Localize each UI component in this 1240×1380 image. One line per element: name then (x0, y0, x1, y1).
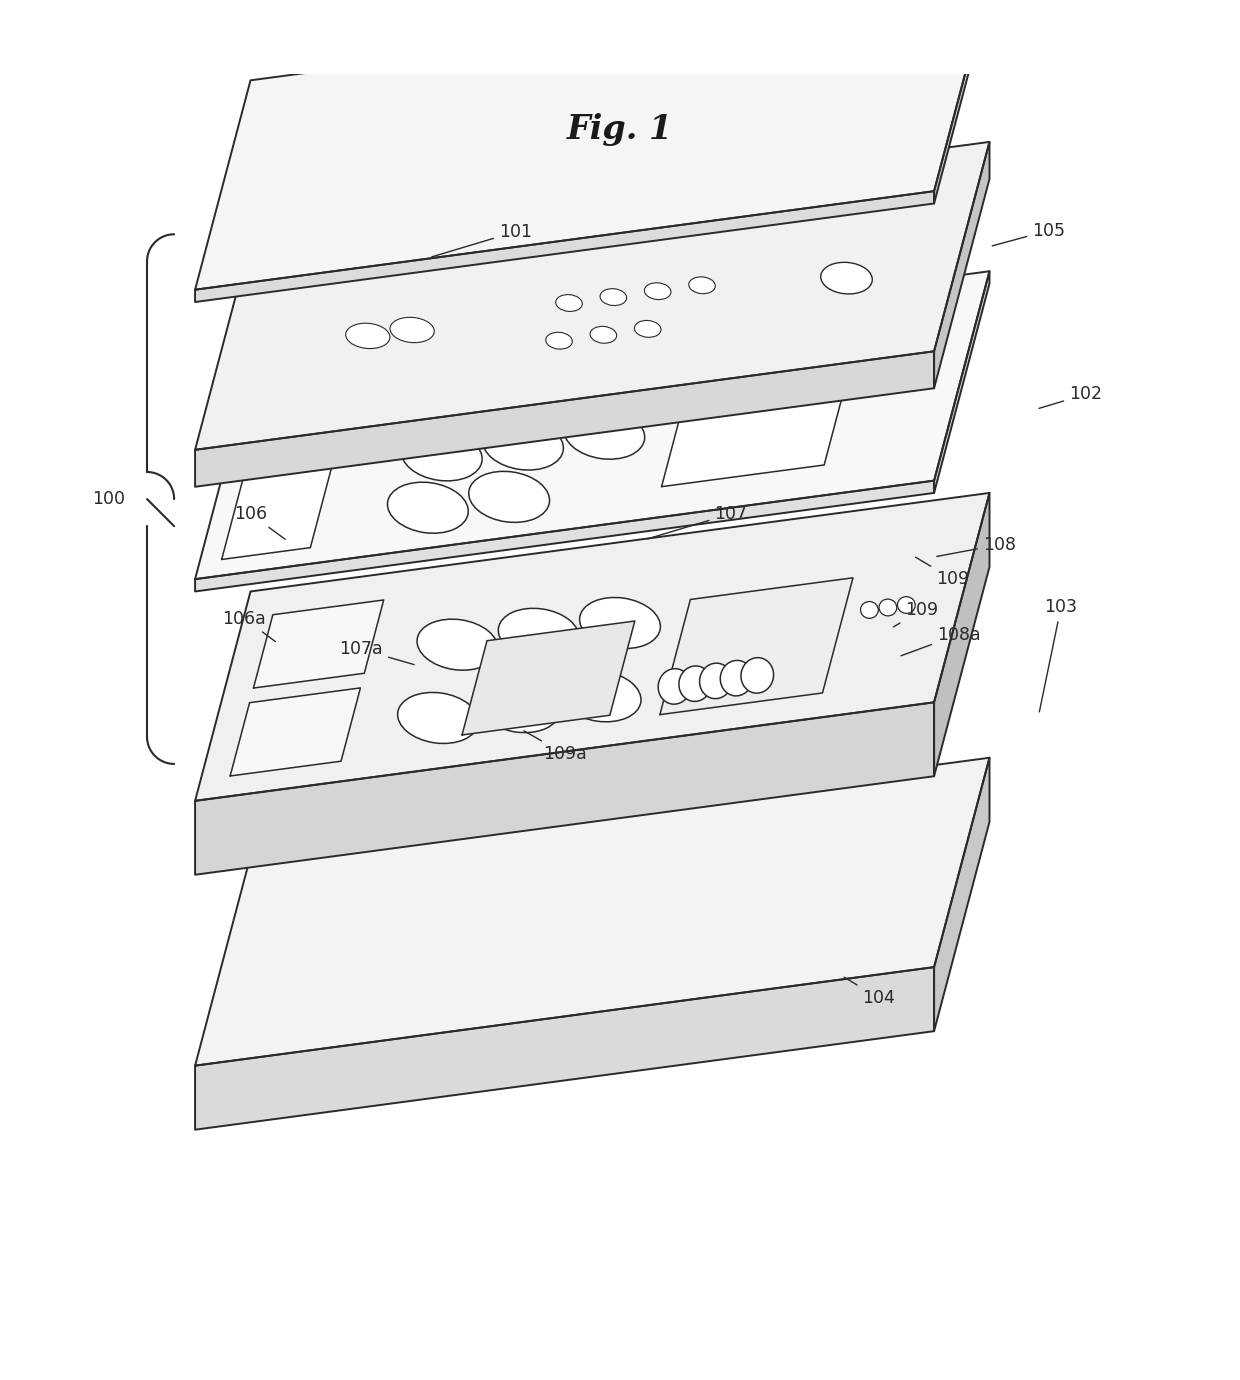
Ellipse shape (387, 482, 469, 533)
Polygon shape (662, 364, 851, 487)
Polygon shape (934, 272, 990, 493)
Polygon shape (934, 758, 990, 1031)
Text: 106a: 106a (222, 610, 275, 642)
Ellipse shape (720, 661, 753, 696)
Polygon shape (195, 142, 990, 450)
Ellipse shape (742, 658, 774, 693)
Polygon shape (463, 621, 635, 736)
Polygon shape (231, 687, 361, 776)
Ellipse shape (578, 356, 658, 407)
Text: Fig. 1: Fig. 1 (567, 113, 673, 146)
Polygon shape (195, 272, 990, 580)
Ellipse shape (498, 609, 579, 660)
Polygon shape (195, 702, 934, 875)
Ellipse shape (699, 664, 732, 698)
Ellipse shape (781, 335, 815, 371)
Polygon shape (222, 468, 331, 559)
Ellipse shape (482, 420, 563, 471)
Ellipse shape (579, 598, 661, 649)
Ellipse shape (391, 317, 434, 342)
Ellipse shape (821, 262, 872, 294)
Ellipse shape (560, 671, 641, 722)
Polygon shape (195, 192, 934, 302)
Ellipse shape (556, 294, 583, 312)
Text: 107a: 107a (340, 640, 414, 665)
Polygon shape (934, 0, 990, 203)
Polygon shape (195, 493, 990, 800)
Ellipse shape (496, 367, 578, 418)
Ellipse shape (417, 620, 497, 671)
Polygon shape (253, 600, 383, 689)
Ellipse shape (861, 602, 878, 618)
Polygon shape (195, 758, 990, 1065)
Ellipse shape (479, 682, 559, 733)
Ellipse shape (590, 326, 616, 344)
Ellipse shape (398, 693, 479, 744)
Polygon shape (195, 352, 934, 487)
Text: 109a: 109a (523, 731, 587, 763)
Ellipse shape (761, 338, 794, 374)
Ellipse shape (546, 333, 573, 349)
Polygon shape (934, 142, 990, 388)
Text: 101: 101 (432, 222, 532, 257)
Ellipse shape (678, 667, 712, 701)
Ellipse shape (402, 429, 482, 480)
Text: 106: 106 (234, 505, 285, 540)
Polygon shape (195, 967, 934, 1130)
Ellipse shape (600, 288, 626, 305)
Ellipse shape (469, 472, 549, 523)
Ellipse shape (635, 320, 661, 337)
Polygon shape (246, 375, 356, 468)
Polygon shape (195, 480, 934, 592)
Ellipse shape (564, 408, 645, 460)
Text: 100: 100 (92, 490, 125, 508)
Text: 108: 108 (936, 535, 1016, 556)
Ellipse shape (346, 323, 389, 349)
Text: 102: 102 (1039, 385, 1102, 408)
Text: 109: 109 (893, 600, 939, 627)
Text: 109: 109 (915, 558, 970, 588)
Polygon shape (195, 0, 990, 290)
Ellipse shape (688, 277, 715, 294)
Ellipse shape (658, 669, 691, 704)
Ellipse shape (879, 599, 897, 615)
Ellipse shape (645, 283, 671, 299)
Ellipse shape (719, 344, 753, 380)
Ellipse shape (898, 596, 915, 613)
Text: 107: 107 (647, 505, 748, 540)
Ellipse shape (415, 378, 496, 429)
Text: 103: 103 (1039, 599, 1078, 712)
Polygon shape (934, 493, 990, 776)
Polygon shape (660, 578, 853, 715)
Text: 104: 104 (844, 977, 895, 1007)
Ellipse shape (740, 341, 773, 377)
Text: 105: 105 (992, 222, 1065, 246)
Ellipse shape (699, 346, 732, 382)
Text: 108a: 108a (901, 625, 981, 655)
